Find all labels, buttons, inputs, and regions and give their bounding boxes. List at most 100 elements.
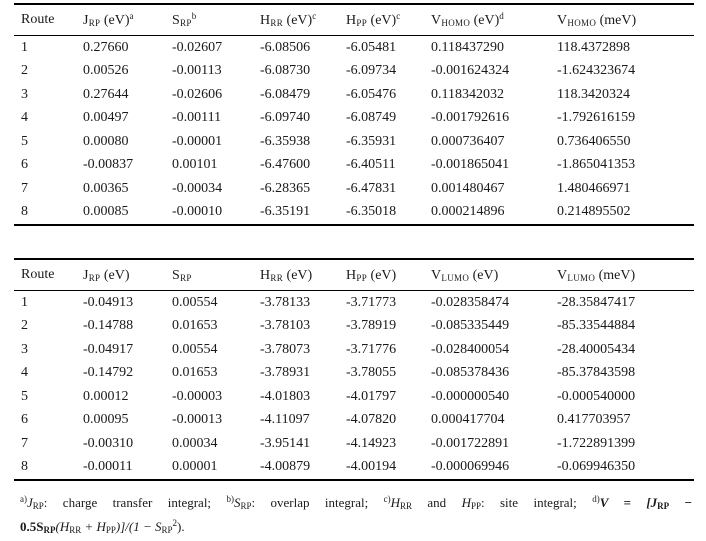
table-cell: 5 xyxy=(21,388,28,404)
column-header: JRP (eV)a xyxy=(76,3,165,36)
table-cell: -0.00001 xyxy=(172,133,223,149)
table-row: 7 -0.00310 0.00034 -3.95141 -4.14923 -0.00172… xyxy=(14,432,694,456)
footnote-formula: V = [J xyxy=(599,495,658,510)
table-cell: -1.792616159 xyxy=(557,110,636,126)
table-cell: 0.118342032 xyxy=(431,86,504,102)
table-cell: -3.78133 xyxy=(260,294,311,310)
column-header-unit: (eV) xyxy=(469,268,499,283)
table-row: 3 -0.04917 0.00554 -3.78073 -3.71776 -0.02840… xyxy=(14,338,694,362)
column-header-symbol: S xyxy=(172,13,181,28)
footnote-subscript: RR xyxy=(399,501,412,511)
table-row: 2 -0.14788 0.01653 -3.78103 -3.78919 -0.08533… xyxy=(14,315,694,339)
table-row: 8 -0.00011 0.00001 -4.00879 -4.00194 -0.00006… xyxy=(14,455,694,481)
table-cell: -0.00034 xyxy=(172,180,223,196)
table-cell: 0.118437290 xyxy=(431,39,504,55)
table-cell: -0.00837 xyxy=(83,157,134,173)
footnote-subscript: RP xyxy=(161,525,173,535)
column-header-subscript: HOMO xyxy=(441,18,471,28)
column-header-subscript: LUMO xyxy=(567,273,596,283)
column-header: JRP (eV) xyxy=(76,258,165,291)
footnote-subscript: RP xyxy=(240,501,252,511)
table-cell: -0.085378436 xyxy=(431,365,510,381)
table-cell: 0.00554 xyxy=(172,341,218,357)
table-cell: 6 xyxy=(21,157,28,173)
column-header-symbol: H xyxy=(260,13,271,28)
column-header-subscript: RP xyxy=(180,18,192,28)
table-cell: -1.624323674 xyxy=(557,63,636,79)
table-cell: -0.00111 xyxy=(172,110,222,126)
table-cell: 5 xyxy=(21,133,28,149)
footnote-symbol: J xyxy=(27,495,33,510)
table-cell: -0.001722891 xyxy=(431,435,510,451)
table-cell: 0.417703957 xyxy=(557,412,631,428)
table-cell: -3.78919 xyxy=(346,318,397,334)
table-cell: -4.01797 xyxy=(346,388,397,404)
table-cell: -28.40005434 xyxy=(557,341,636,357)
table-cell: 0.00497 xyxy=(83,110,129,126)
table-cell: -0.04913 xyxy=(83,294,134,310)
table-cell: 8 xyxy=(14,455,76,481)
homo-coupling-table: Route JRP (eV)a SRPb HRR (eV)c HPP (eV)c VHOM… xyxy=(14,3,694,226)
footnote-text: : site integral; xyxy=(480,495,593,510)
table-cell: -1.722891399 xyxy=(557,435,636,451)
table-cell: -4.11097 xyxy=(260,412,310,428)
table-row: 1 0.27660 -0.02607 -6.08506 -6.05481 0.118437… xyxy=(14,36,694,60)
column-header-symbol: V xyxy=(431,13,442,28)
table-cell: -3.78055 xyxy=(346,365,397,381)
table-cell: -6.35931 xyxy=(346,133,397,149)
footnote-subscript: PP xyxy=(105,525,116,535)
table-row: 1 -0.04913 0.00554 -3.78133 -3.71773 -0.02835… xyxy=(14,291,694,315)
table-cell: 118.4372898 xyxy=(557,39,630,55)
table-cell: -28.35847417 xyxy=(557,294,636,310)
footnote-mark-a: a) xyxy=(20,494,27,504)
table-cell: -0.001624324 xyxy=(431,63,510,79)
column-header: VHOMO (eV)d xyxy=(424,3,550,36)
column-header-subscript: LUMO xyxy=(441,273,470,283)
table-cell: -0.069946350 xyxy=(550,455,694,481)
table-cell: 0.27660 xyxy=(83,39,129,55)
table-header-row: Route JRP (eV) SRP HRR (eV) HPP (eV) VLUMO (e… xyxy=(14,258,694,291)
column-header-unit: (meV) xyxy=(596,13,637,28)
table-row: 5 0.00080 -0.00001 -6.35938 -6.35931 0.000736… xyxy=(14,130,694,154)
table-cell: -6.35018 xyxy=(339,200,424,226)
table-cell: -3.71773 xyxy=(346,294,397,310)
column-header-subscript: RP xyxy=(88,18,101,28)
table-cell: -6.09734 xyxy=(346,63,397,79)
column-header-unit: (eV) xyxy=(367,13,397,28)
table-cell: -0.001865041 xyxy=(431,157,510,173)
table-row: 4 0.00497 -0.00111 -6.09740 -6.08749 -0.00179… xyxy=(14,107,694,131)
table-cell: -0.000000540 xyxy=(431,388,510,404)
footnote-text: and xyxy=(412,495,462,510)
table-row: 6 -0.00837 0.00101 -6.47600 -6.40511 -0.00186… xyxy=(14,154,694,178)
table-row: 4 -0.14792 0.01653 -3.78931 -3.78055 -0.08537… xyxy=(14,362,694,386)
footnote-formula: )]/(1 − S xyxy=(115,519,162,534)
table-cell: -0.02607 xyxy=(172,39,223,55)
table-cell: 0.000736407 xyxy=(431,133,505,149)
footnote-mark-b: b) xyxy=(226,494,234,504)
table-cell: -6.35938 xyxy=(260,133,311,149)
column-header-symbol: H xyxy=(260,268,271,283)
table-cell: -0.085335449 xyxy=(431,318,510,334)
table-cell: 8 xyxy=(14,200,76,226)
table-cell: -3.78103 xyxy=(260,318,311,334)
footnote-subscript: RP xyxy=(657,501,670,511)
table-cell: -6.08506 xyxy=(260,39,311,55)
column-header-unit: (eV) xyxy=(283,268,313,283)
column-header-symbol: V xyxy=(557,13,568,28)
table-cell: -3.78073 xyxy=(260,341,311,357)
table-cell: 0.00526 xyxy=(83,63,129,79)
table-cell: 0.00554 xyxy=(172,294,218,310)
column-header-unit: (eV) xyxy=(367,268,397,283)
table-cell: 4 xyxy=(21,110,28,126)
footnote-subscript: RP xyxy=(43,525,56,535)
table-cell: -6.35191 xyxy=(253,200,339,226)
footnote-symbol: S xyxy=(233,495,241,510)
table-cell: -0.14788 xyxy=(83,318,134,334)
column-header: SRP xyxy=(165,258,253,291)
column-header-symbol: J xyxy=(83,13,89,28)
table-cell: 1 xyxy=(21,294,28,310)
column-header-footnote-mark: a xyxy=(129,11,134,21)
table-row: 2 0.00526 -0.00113 -6.08730 -6.09734 -0.00162… xyxy=(14,60,694,84)
table-cell: 0.00012 xyxy=(83,388,129,404)
table-cell: -0.04917 xyxy=(83,341,134,357)
